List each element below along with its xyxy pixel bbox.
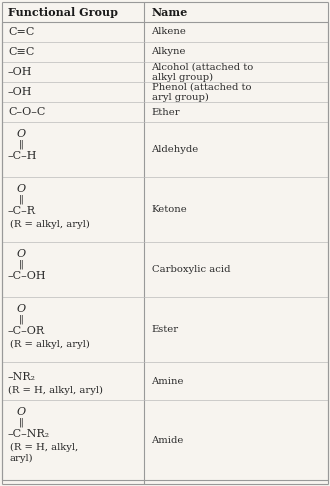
Text: Aldehyde: Aldehyde bbox=[151, 145, 199, 154]
Text: –C–OR: –C–OR bbox=[8, 326, 45, 336]
Text: O: O bbox=[16, 129, 25, 139]
Text: –OH: –OH bbox=[8, 87, 32, 97]
Text: ‖: ‖ bbox=[18, 314, 23, 324]
Text: Ester: Ester bbox=[151, 325, 179, 334]
Text: (R = alkyl, aryl): (R = alkyl, aryl) bbox=[10, 220, 90, 228]
Text: (R = H, alkyl, aryl): (R = H, alkyl, aryl) bbox=[8, 385, 103, 395]
Text: –C–R: –C–R bbox=[8, 206, 36, 216]
Text: O: O bbox=[16, 184, 25, 194]
Text: ‖: ‖ bbox=[18, 139, 23, 149]
Text: Alkene: Alkene bbox=[151, 28, 186, 36]
Text: C≡C: C≡C bbox=[8, 47, 34, 57]
Text: Alcohol (attached to: Alcohol (attached to bbox=[151, 63, 254, 71]
Text: C–O–C: C–O–C bbox=[8, 107, 46, 117]
Text: –OH: –OH bbox=[8, 67, 32, 77]
Text: Carboxylic acid: Carboxylic acid bbox=[151, 265, 230, 274]
Text: aryl group): aryl group) bbox=[151, 92, 209, 102]
Text: –NR₂: –NR₂ bbox=[8, 371, 36, 382]
Text: –C–H: –C–H bbox=[8, 151, 38, 161]
Text: alkyl group): alkyl group) bbox=[151, 72, 213, 82]
Text: aryl): aryl) bbox=[10, 453, 34, 463]
Text: Functional Group: Functional Group bbox=[8, 6, 118, 17]
Text: O: O bbox=[16, 304, 25, 314]
Text: Alkyne: Alkyne bbox=[151, 48, 186, 56]
Text: O: O bbox=[16, 407, 25, 417]
Text: Phenol (attached to: Phenol (attached to bbox=[151, 83, 251, 91]
Text: (R = H, alkyl,: (R = H, alkyl, bbox=[10, 442, 78, 451]
Text: (R = alkyl, aryl): (R = alkyl, aryl) bbox=[10, 339, 90, 348]
Text: ‖: ‖ bbox=[18, 259, 23, 269]
Text: O: O bbox=[16, 249, 25, 259]
Text: Name: Name bbox=[151, 6, 188, 17]
Text: Ether: Ether bbox=[151, 107, 180, 117]
Text: ‖: ‖ bbox=[18, 194, 23, 204]
Text: C=C: C=C bbox=[8, 27, 34, 37]
Text: –C–NR₂: –C–NR₂ bbox=[8, 429, 50, 439]
Text: ‖: ‖ bbox=[18, 417, 23, 427]
Text: –C–OH: –C–OH bbox=[8, 271, 47, 281]
Text: Ketone: Ketone bbox=[151, 205, 187, 214]
Text: Amide: Amide bbox=[151, 435, 184, 445]
Text: Amine: Amine bbox=[151, 377, 184, 385]
